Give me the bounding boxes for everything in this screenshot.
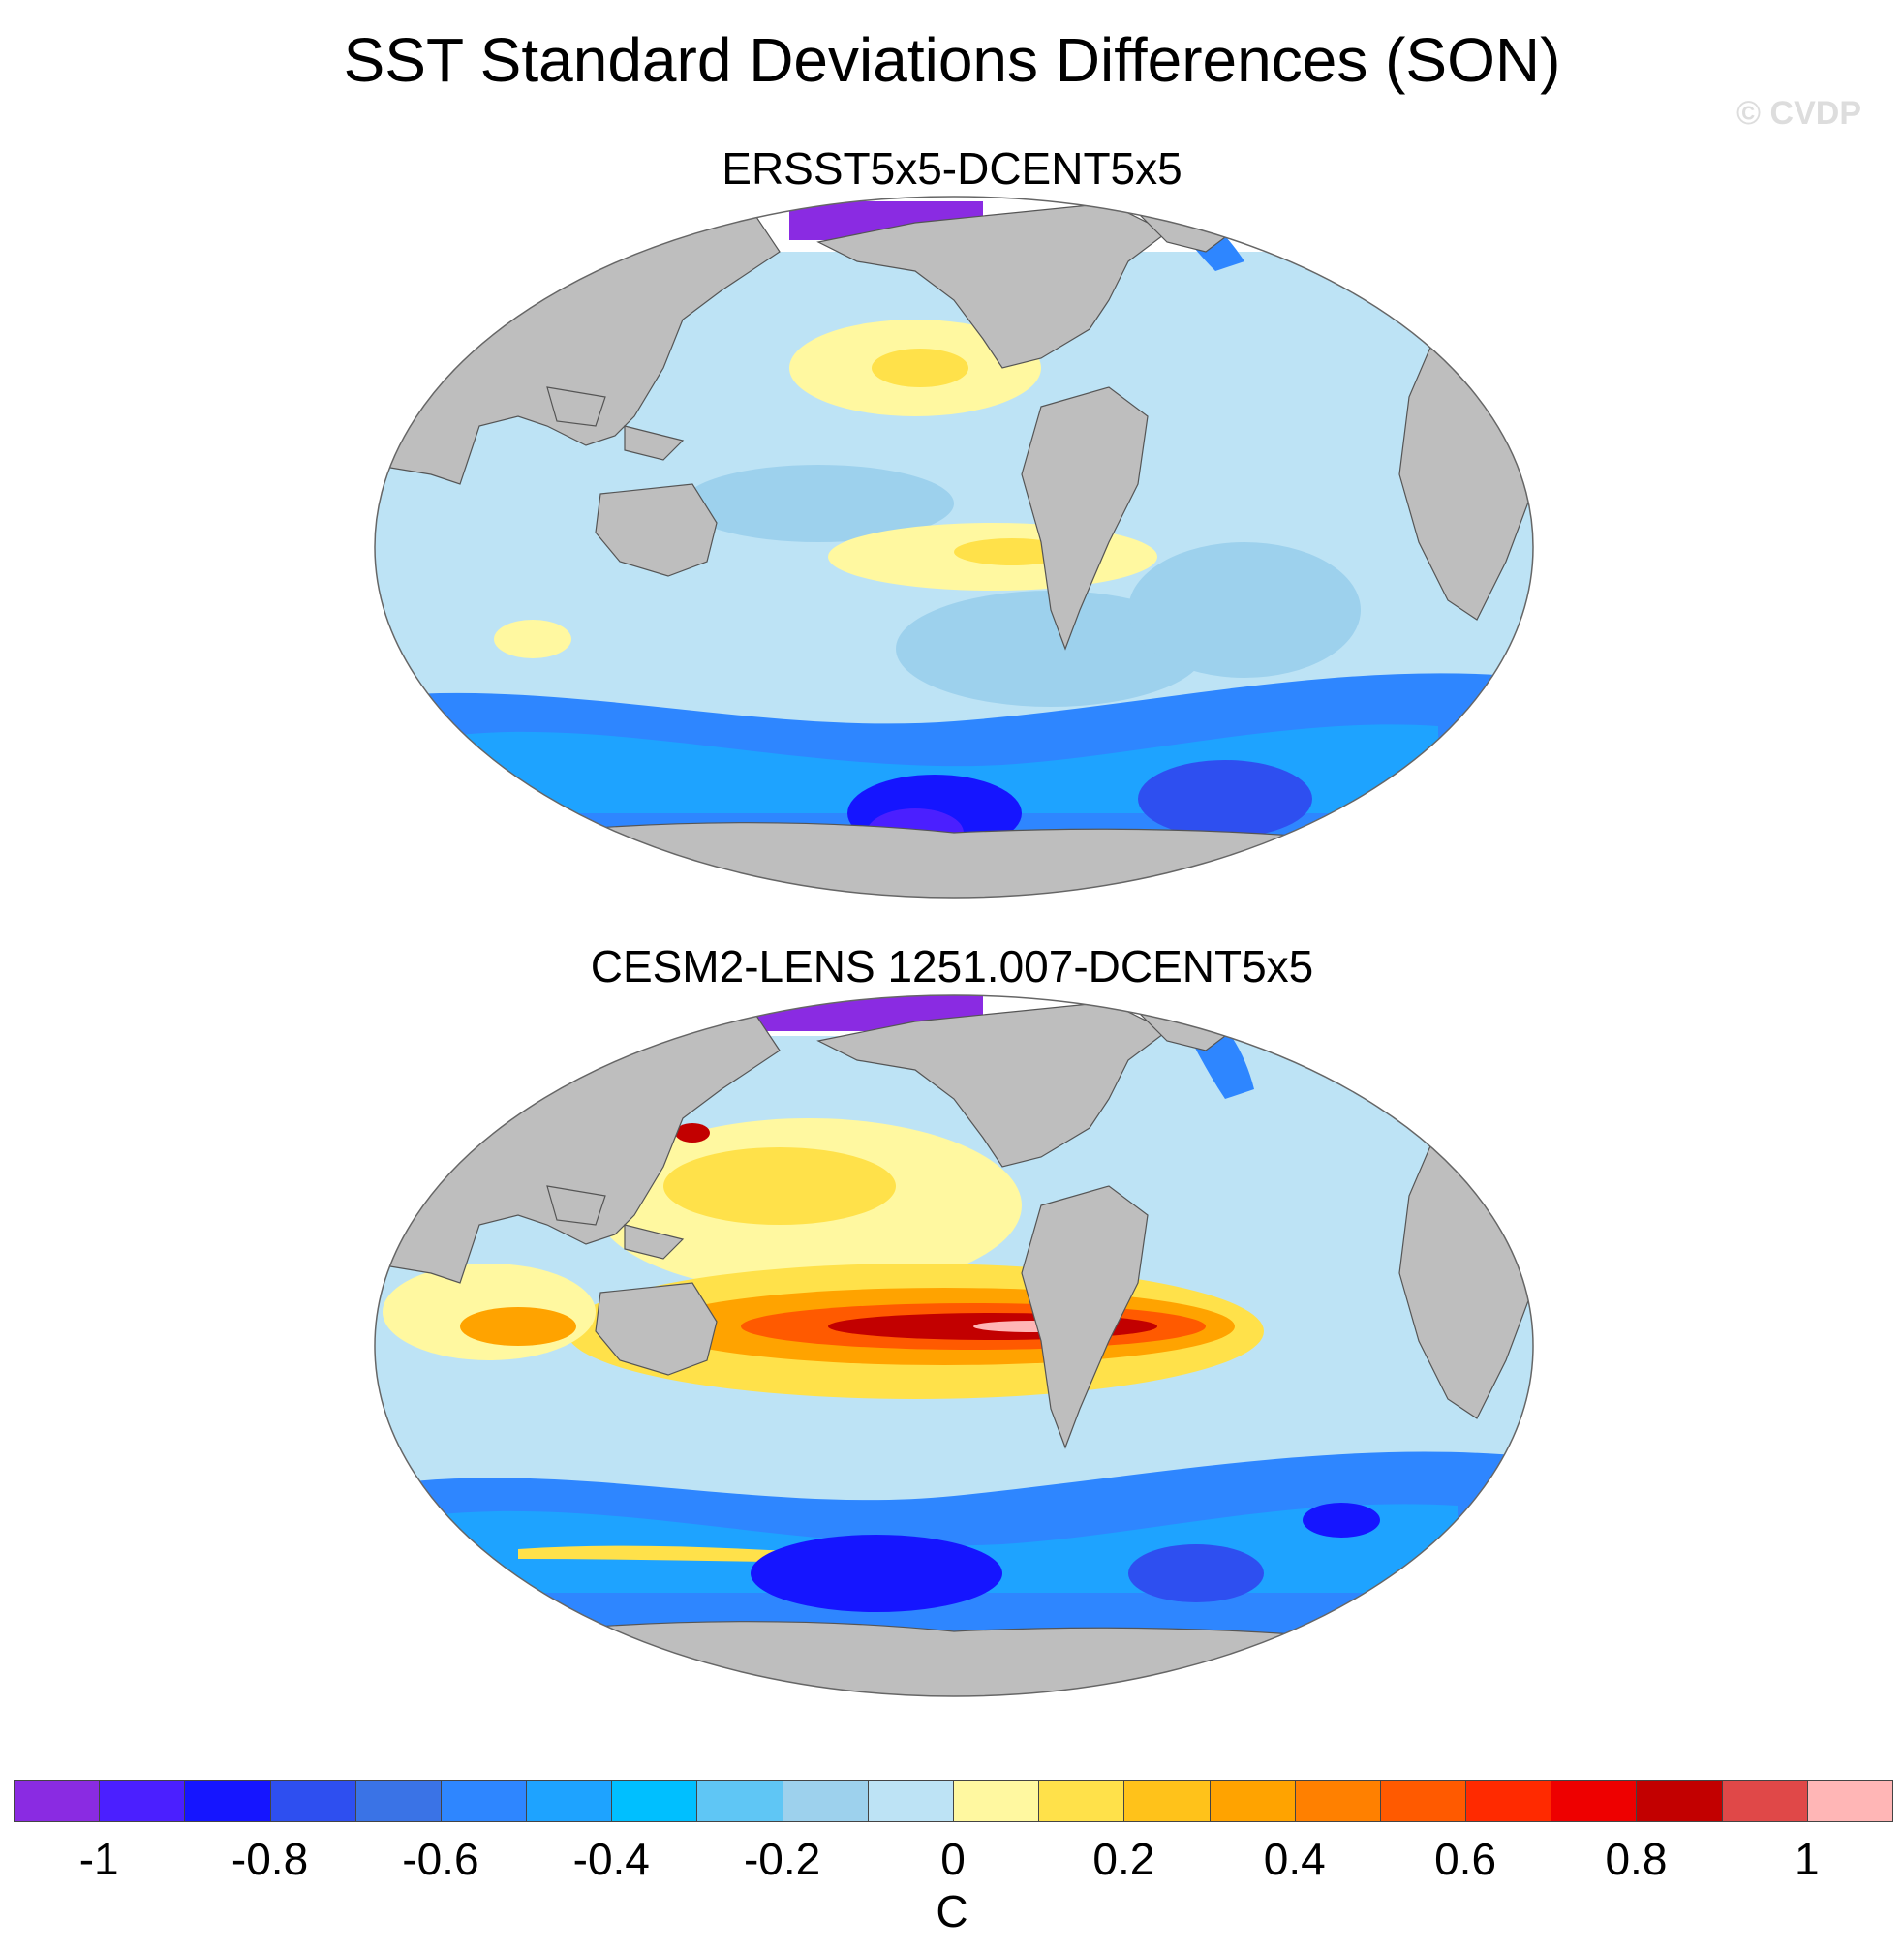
south-atlantic-anomaly-core [1138,760,1312,838]
south-atlantic-anomaly [1128,542,1361,678]
colorbar-bin [953,1780,1040,1822]
southern-ocean-anomaly-core [751,1535,1002,1612]
page-title: SST Standard Deviations Differences (SON… [343,25,1561,95]
colorbar-bin [782,1780,869,1822]
north-pacific-anomaly-core [872,349,968,387]
map-panel-ersst [373,194,1535,900]
kuroshio-anomaly [675,1123,710,1143]
watermark: © CVDP [1736,95,1861,132]
arctic-anomaly [634,197,722,215]
colorbar-units: C [936,1886,968,1936]
colorbar-tick-label: 0.6 [1434,1834,1497,1884]
colorbar-bin [1123,1780,1211,1822]
south-atlantic-anomaly-core2 [1128,1544,1264,1602]
colorbar-tick-label: -0.4 [572,1834,650,1884]
colorbar-tick-label: -0.8 [230,1834,309,1884]
colorbar-bin [184,1780,271,1822]
south-pacific-anomaly [896,591,1206,707]
indian-ocean-anomaly-core [460,1307,576,1346]
map-border [374,196,1534,899]
colorbar-bin [526,1780,613,1822]
colorbar-bin [440,1780,528,1822]
colorbar-tick-label: 0.8 [1605,1834,1668,1884]
map-border [374,994,1534,1697]
ersst-map-svg [374,196,1534,899]
colorbar-bin [867,1780,954,1822]
colorbar-bin [611,1780,698,1822]
cesm2-map-svg [374,994,1534,1697]
colorbar-bin [1721,1780,1808,1822]
colorbar-tick-label: 1 [1795,1834,1820,1884]
north-pacific-anomaly-core [663,1147,896,1225]
indian-ocean-anomaly [494,620,571,658]
colorbar-bin [696,1780,783,1822]
colorbar-bin [1294,1780,1381,1822]
colorbar-bin [1636,1780,1723,1822]
colorbar-bin [269,1780,356,1822]
colorbar-tick-label: -1 [78,1834,119,1884]
colorbar-tick-label: 0 [940,1834,966,1884]
colorbar-bin [14,1780,101,1822]
colorbar-tick-label: 0.4 [1263,1834,1326,1884]
colorbar-tick-label: -0.6 [402,1834,479,1884]
tropical-pacific-anomaly [683,465,954,542]
panel-title-ersst: ERSST5x5-DCENT5x5 [722,143,1182,194]
map-panel-cesm2 [373,992,1535,1699]
colorbar-bin [354,1780,442,1822]
colorbar-bin [1379,1780,1467,1822]
colorbar-bin [1038,1780,1125,1822]
colorbar-tick-label: 0.2 [1092,1834,1155,1884]
colorbar-bin [1806,1780,1893,1822]
south-atlantic-anomaly-core [1303,1503,1380,1538]
colorbar-tick-label: -0.2 [743,1834,821,1884]
colorbar [14,1780,1893,1824]
colorbar-bin [99,1780,186,1822]
panel-title-cesm2: CESM2-LENS 1251.007-DCENT5x5 [590,941,1314,991]
colorbar-bin [1465,1780,1552,1822]
colorbar-bin [1551,1780,1638,1822]
colorbar-bin [1209,1780,1296,1822]
